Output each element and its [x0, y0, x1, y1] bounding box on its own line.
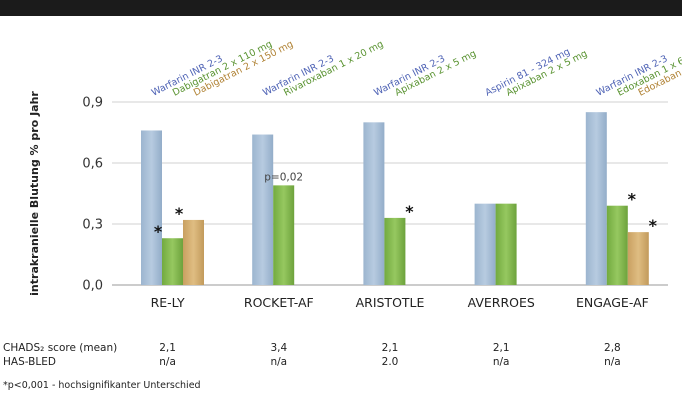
text-layer: 0,0 0,3 0,6 0,9 intrakranielle Blutung % pro…: [28, 39, 682, 310]
category-label: ROCKET-AF: [244, 295, 314, 310]
category-label: AVERROES: [468, 295, 535, 310]
stats-cell: n/a: [159, 356, 176, 368]
y-tick-label: 0,9: [82, 96, 103, 111]
stats-row-label: HAS-BLED: [3, 356, 56, 368]
bar: [606, 205, 628, 285]
bar: [183, 219, 204, 285]
stats-cell: 2,1: [492, 342, 510, 354]
stats-cell: n/a: [604, 356, 621, 368]
bar: [273, 185, 295, 285]
y-tick-label: 0,3: [82, 218, 103, 233]
category-label: ENGAGE-AF: [576, 295, 649, 310]
y-axis-label: intrakranielle Blutung % pro Jahr: [28, 91, 41, 296]
stats-cell: n/a: [492, 356, 510, 368]
bar: [162, 238, 183, 285]
stats-cell: 2,8: [604, 342, 621, 354]
stats-cell: n/a: [270, 356, 288, 368]
bleeding-bar-chart: 0,0 0,3 0,6 0,9 intrakranielle Blutung % pro…: [28, 39, 682, 310]
bar: [585, 112, 607, 286]
stats-cell: 2,1: [381, 342, 399, 354]
stats-row-label: CHADS₂ score (mean): [3, 342, 118, 354]
bar: [363, 122, 385, 285]
stats-cell: 2.0: [381, 356, 399, 368]
bar: [141, 130, 162, 285]
significance-star: *: [649, 216, 658, 235]
significance-star: *: [628, 190, 637, 209]
significance-star: *: [405, 202, 414, 221]
footnote: *p<0,001 - hochsignifikanter Unterschied: [3, 380, 201, 391]
significance-star: *: [175, 204, 184, 223]
category-label: RE-LY: [151, 295, 185, 310]
y-tick-label: 0,0: [82, 279, 103, 294]
stats-cell: 3,4: [270, 342, 288, 354]
y-tick-label: 0,6: [82, 157, 103, 172]
window-top-bar: [0, 0, 682, 16]
bar: [384, 217, 406, 285]
bar-layer: [141, 112, 649, 286]
category-label: ARISTOTLE: [356, 295, 425, 310]
bar: [474, 203, 496, 285]
significance-star: *: [154, 222, 163, 241]
bar: [495, 203, 517, 285]
bar: [252, 134, 274, 285]
bar: [627, 232, 649, 285]
series-label: Rivaroxaban 1 x 20 mg: [282, 39, 385, 99]
p-value-label: p=0,02: [264, 171, 303, 183]
series-label: Dabigatran 2 x 110 mg: [171, 39, 274, 99]
stats-cell: 2,1: [159, 342, 176, 354]
